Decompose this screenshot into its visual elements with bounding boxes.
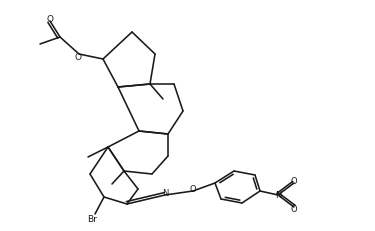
Text: N: N <box>162 189 168 198</box>
Text: O: O <box>46 14 54 23</box>
Text: Br: Br <box>87 215 97 224</box>
Text: O: O <box>291 205 297 214</box>
Text: N: N <box>275 191 281 200</box>
Text: O: O <box>75 53 81 62</box>
Text: O: O <box>291 177 297 186</box>
Text: O: O <box>190 185 196 194</box>
